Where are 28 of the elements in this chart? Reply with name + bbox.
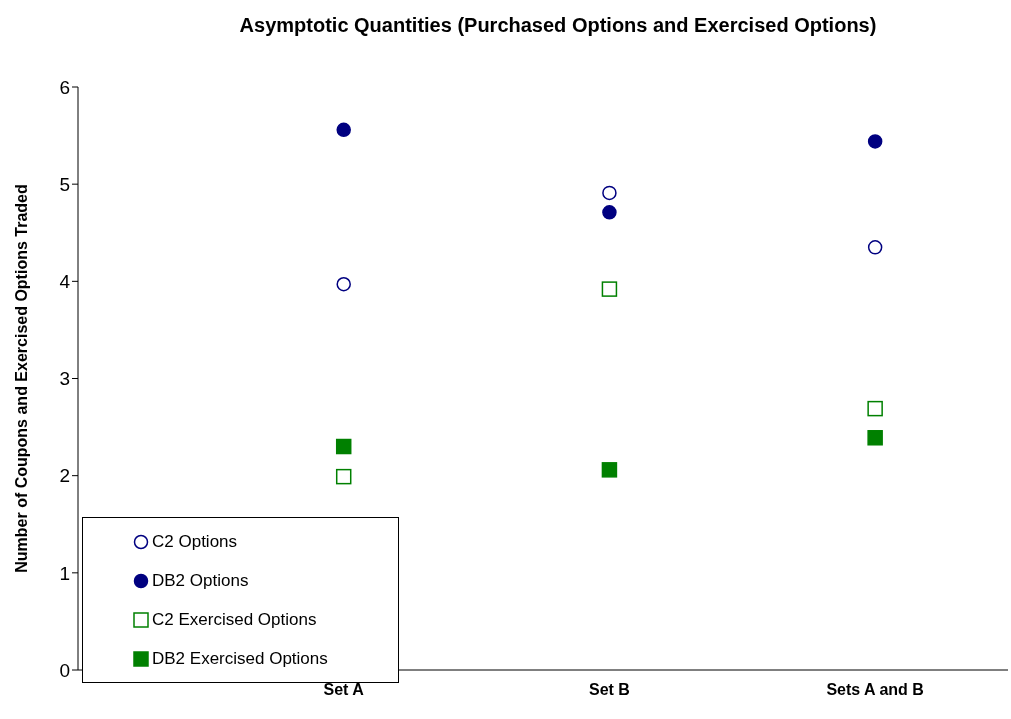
point bbox=[336, 122, 351, 137]
point bbox=[602, 205, 617, 220]
point bbox=[601, 462, 618, 478]
legend-label: C2 Options bbox=[152, 531, 238, 552]
point bbox=[601, 281, 618, 297]
point bbox=[867, 400, 883, 417]
legend-label: C2 Exercised Options bbox=[152, 609, 317, 630]
x-tick-label: Sets A and B bbox=[826, 681, 924, 699]
x-tick-label: Set B bbox=[588, 681, 630, 699]
point bbox=[335, 438, 352, 455]
point bbox=[336, 277, 351, 292]
y-tick-label: 4 bbox=[59, 271, 71, 293]
x-tick-label: Set A bbox=[323, 681, 365, 699]
chart-title: Asymptotic Quantities (Purchased Options and Exercised Options) bbox=[238, 13, 878, 38]
point bbox=[867, 134, 883, 149]
y-tick-label: 2 bbox=[59, 465, 70, 487]
y-tick-label: 0 bbox=[59, 659, 70, 681]
y-tick-label: 5 bbox=[59, 173, 70, 195]
point bbox=[602, 185, 617, 201]
y-axis-title: Number of Coupons and Exercised Options Traded bbox=[12, 184, 30, 573]
y-tick-label: 1 bbox=[59, 562, 70, 584]
legend-label: DB2 Exercised Options bbox=[152, 648, 328, 669]
y-tick-label: 6 bbox=[59, 76, 70, 98]
legend-label: DB2 Options bbox=[152, 570, 249, 591]
point bbox=[867, 430, 883, 446]
point bbox=[867, 240, 883, 255]
y-tick-label: 3 bbox=[59, 368, 70, 390]
point bbox=[335, 468, 352, 485]
